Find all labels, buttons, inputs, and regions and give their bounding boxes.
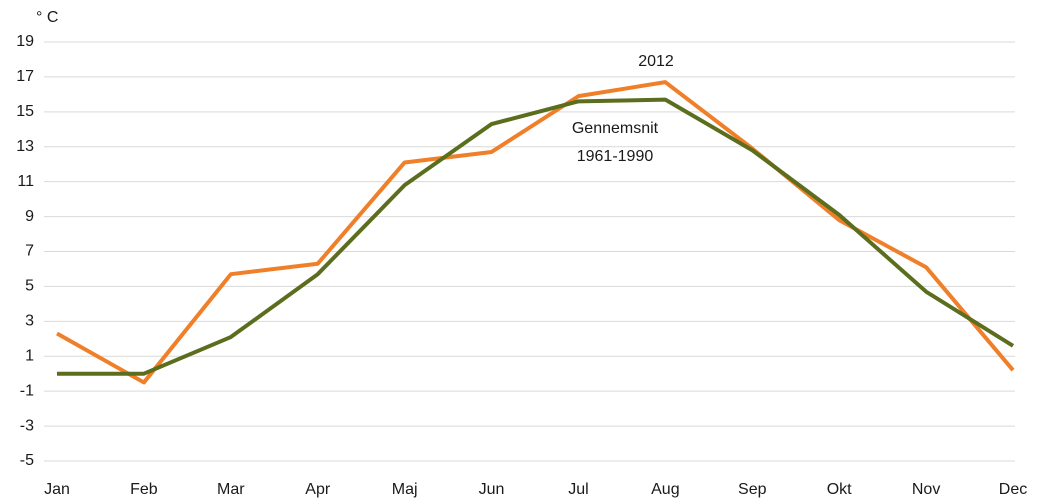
x-tick-label: Aug (651, 481, 679, 498)
x-tick-label: Mar (217, 481, 245, 498)
x-tick-label: Apr (305, 481, 331, 498)
y-tick-label: -1 (20, 382, 34, 399)
x-tick-label: Nov (912, 481, 940, 498)
y-tick-label: 11 (17, 173, 34, 190)
x-tick-label: Jan (44, 481, 70, 498)
y-tick-label: 5 (25, 278, 34, 295)
series-label: 1961-1990 (577, 148, 654, 165)
x-tick-label: Dec (999, 481, 1027, 498)
y-tick-label: 15 (16, 103, 34, 120)
x-tick-label: Okt (827, 481, 852, 498)
series-label: 2012 (638, 53, 674, 70)
x-tick-label: Feb (130, 481, 158, 498)
y-tick-label: 13 (16, 138, 34, 155)
x-tick-label: Sep (738, 481, 767, 498)
y-tick-label: 19 (16, 33, 34, 50)
y-tick-label: 17 (16, 68, 34, 85)
x-tick-label: Maj (392, 481, 418, 498)
y-tick-label: 1 (25, 347, 34, 364)
y-tick-label: 9 (25, 208, 34, 225)
y-tick-label: -3 (20, 417, 34, 434)
x-tick-label: Jul (568, 481, 588, 498)
x-tick-label: Jun (479, 481, 505, 498)
y-tick-label: 3 (25, 313, 34, 330)
y-tick-label: -5 (20, 452, 34, 469)
series-line (57, 97, 1015, 376)
series-label: Gennemsnit (572, 120, 659, 137)
unit-label: ° C (36, 9, 58, 26)
y-tick-label: 7 (25, 243, 34, 260)
series-line (56, 80, 1015, 385)
